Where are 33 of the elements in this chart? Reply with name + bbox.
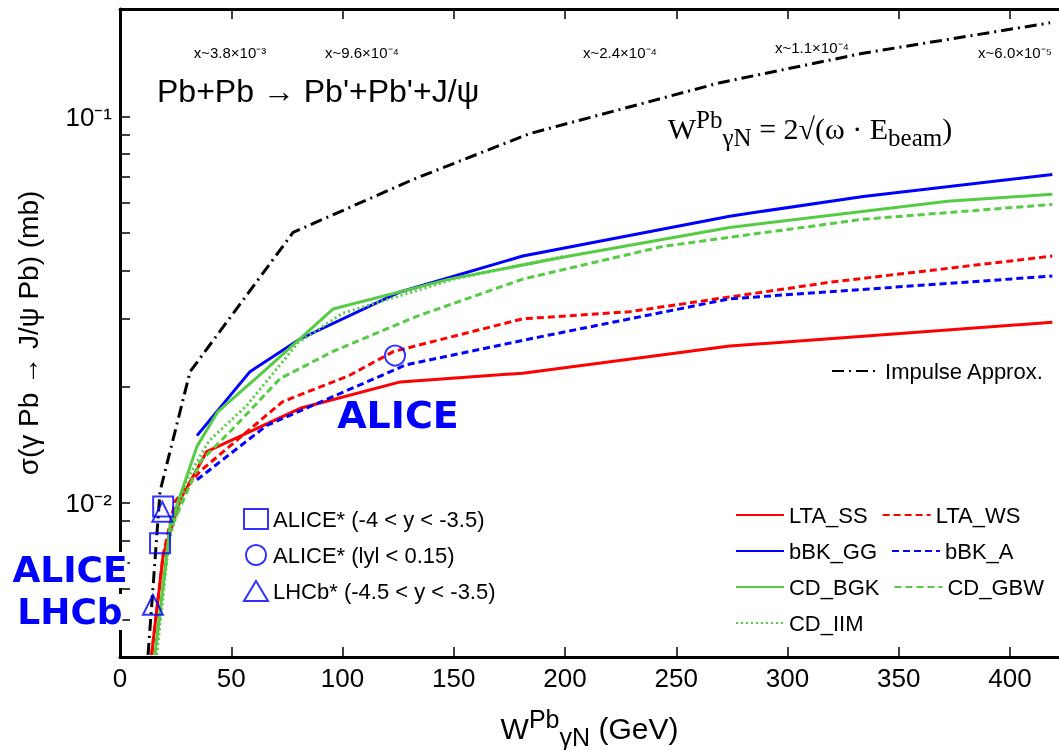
legend-label: LHCb* (-4.5 < y < -3.5) xyxy=(273,578,496,604)
x-tick-label: 150 xyxy=(432,663,476,693)
x-tick-label: 400 xyxy=(988,663,1032,693)
x-tick-label: 350 xyxy=(877,663,921,693)
x-tick-label: 250 xyxy=(654,663,698,693)
legend-label: bBK_GG xyxy=(788,538,878,564)
annotation: W$^{Pb}$$_{γN}$ = 2√(ω · E$_{beam}$) xyxy=(667,105,953,151)
x-tick-label: 200 xyxy=(543,663,587,693)
x-tick-label: 0 xyxy=(112,663,128,693)
x-tick-label: 100 xyxy=(320,663,365,693)
annotation: LHCb xyxy=(17,591,123,632)
legend-label: Impulse Approx. xyxy=(885,358,1043,384)
annotation: x~1.1×10⁻⁴ xyxy=(774,38,850,56)
x-tick-label: 50 xyxy=(216,663,246,693)
legend-label: LTA_WS xyxy=(935,502,1021,528)
legend-label: ALICE* (lyl < 0.15) xyxy=(273,542,455,568)
x-tick-label: 300 xyxy=(765,663,810,693)
legend-label: CD_IIM xyxy=(788,610,864,636)
annotation: ALICE xyxy=(337,393,459,437)
y-tick-label: 10⁻² xyxy=(65,488,113,519)
text: Pb+Pb → Pb'+Pb'+J/ψ xyxy=(157,73,480,109)
legend-label: CD_BGK xyxy=(788,574,880,600)
annotation: x~2.4×10⁻⁴ xyxy=(582,43,658,61)
legend-label: LTA_SS xyxy=(788,502,868,528)
annotation: x~6.0×10⁻⁵ xyxy=(978,43,1052,61)
y-tick-label: 10⁻¹ xyxy=(65,101,113,132)
y-axis-title: σ(γ Pb → J/ψ Pb) (mb) xyxy=(12,190,44,476)
annotation: ALICE xyxy=(12,549,128,590)
legend-label: CD_GBW xyxy=(947,574,1045,600)
legend-label: ALICE* (-4 < y < -3.5) xyxy=(273,506,485,532)
legend-label: bBK_A xyxy=(945,538,1014,564)
annotation: x~3.8×10⁻³ xyxy=(193,43,267,61)
annotation: x~9.6×10⁻⁴ xyxy=(324,43,400,61)
